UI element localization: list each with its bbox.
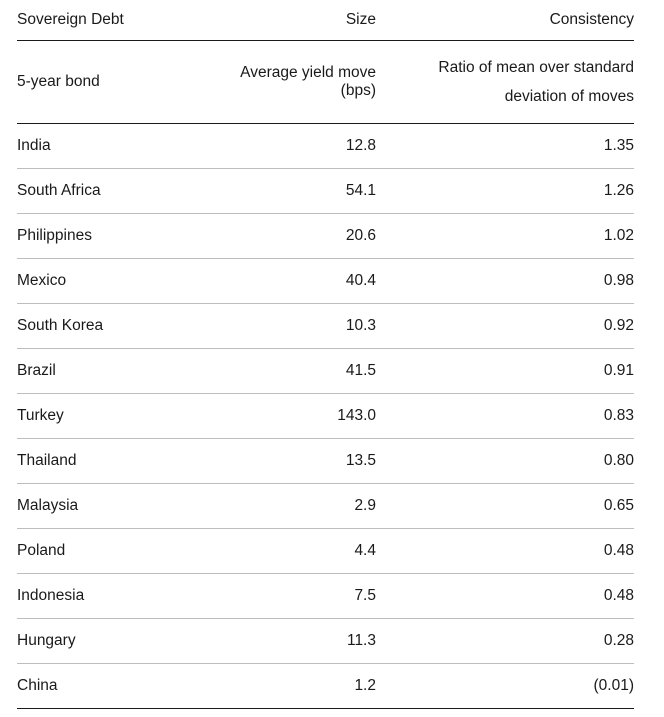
cell-consistency: 1.35 — [603, 137, 634, 154]
cell-consistency: 1.02 — [603, 227, 634, 244]
cell-size: 143.0 — [337, 407, 376, 424]
cell-country: Brazil — [17, 362, 56, 379]
table-row: Hungary 11.3 0.28 — [17, 619, 634, 664]
cell-size: 4.4 — [354, 542, 376, 559]
cell-country: Hungary — [17, 632, 76, 649]
cell-consistency: 0.28 — [603, 632, 634, 649]
cell-size: 13.5 — [345, 452, 376, 469]
cell-size: 2.9 — [354, 497, 376, 514]
cell-consistency: 0.91 — [603, 362, 634, 379]
table-header-row: Sovereign Debt Size Consistency — [17, 0, 634, 41]
cell-country: South Korea — [17, 317, 104, 334]
table-row: Indonesia 7.5 0.48 — [17, 574, 634, 619]
cell-country: Indonesia — [17, 587, 85, 604]
header-sovereign-debt: Sovereign Debt — [17, 11, 124, 28]
cell-country: Philippines — [17, 227, 92, 244]
table-row: China 1.2 (0.01) — [17, 664, 634, 709]
table-row: South Africa 54.1 1.26 — [17, 169, 634, 214]
cell-size: 10.3 — [345, 317, 376, 334]
table-row: Mexico 40.4 0.98 — [17, 259, 634, 304]
table-row: Malaysia 2.9 0.65 — [17, 484, 634, 529]
cell-country: India — [17, 137, 51, 154]
header-consistency: Consistency — [549, 11, 634, 28]
table-body: India 12.8 1.35 South Africa 54.1 1.26 Philipp… — [17, 124, 634, 709]
cell-country: Mexico — [17, 272, 67, 289]
cell-consistency: (0.01) — [593, 677, 635, 694]
table-row: Poland 4.4 0.48 — [17, 529, 634, 574]
cell-consistency: 0.80 — [603, 452, 634, 469]
cell-country: Malaysia — [17, 497, 79, 514]
header-size: Size — [345, 11, 376, 28]
cell-country: Poland — [17, 542, 66, 559]
table-row: Turkey 143.0 0.83 — [17, 394, 634, 439]
cell-size: 54.1 — [345, 182, 376, 199]
cell-country: Turkey — [17, 407, 64, 424]
cell-size: 12.8 — [345, 137, 376, 154]
cell-size: 20.6 — [345, 227, 376, 244]
subheader-bond: 5-year bond — [17, 73, 100, 90]
table-row: South Korea 10.3 0.92 — [17, 304, 634, 349]
cell-consistency: 0.48 — [603, 542, 634, 559]
cell-country: China — [17, 677, 58, 694]
cell-size: 41.5 — [345, 362, 376, 379]
table-row: Thailand 13.5 0.80 — [17, 439, 634, 484]
cell-size: 1.2 — [354, 677, 376, 694]
subheader-yield-move: Average yield move (bps) — [240, 64, 376, 99]
cell-country: South Africa — [17, 182, 101, 199]
cell-consistency: 0.92 — [603, 317, 634, 334]
table-row: Philippines 20.6 1.02 — [17, 214, 634, 259]
table-row: Brazil 41.5 0.91 — [17, 349, 634, 394]
cell-consistency: 0.83 — [603, 407, 634, 424]
table-row: India 12.8 1.35 — [17, 124, 634, 169]
cell-consistency: 0.48 — [603, 587, 634, 604]
cell-consistency: 0.65 — [603, 497, 634, 514]
subheader-ratio-line1: Ratio of mean over standard — [438, 59, 634, 76]
cell-size: 11.3 — [346, 632, 376, 649]
cell-size: 40.4 — [345, 272, 376, 289]
subheader-ratio: Ratio of mean over standard deviation of… — [376, 53, 634, 111]
cell-consistency: 1.26 — [603, 182, 634, 199]
subheader-ratio-line2: deviation of moves — [504, 88, 634, 105]
cell-country: Thailand — [17, 452, 77, 469]
cell-consistency: 0.98 — [603, 272, 634, 289]
table-subheader-row: 5-year bond Average yield move (bps) Rat… — [17, 41, 634, 124]
sovereign-debt-table: Sovereign Debt Size Consistency 5-year b… — [17, 0, 634, 709]
cell-size: 7.5 — [354, 587, 376, 604]
